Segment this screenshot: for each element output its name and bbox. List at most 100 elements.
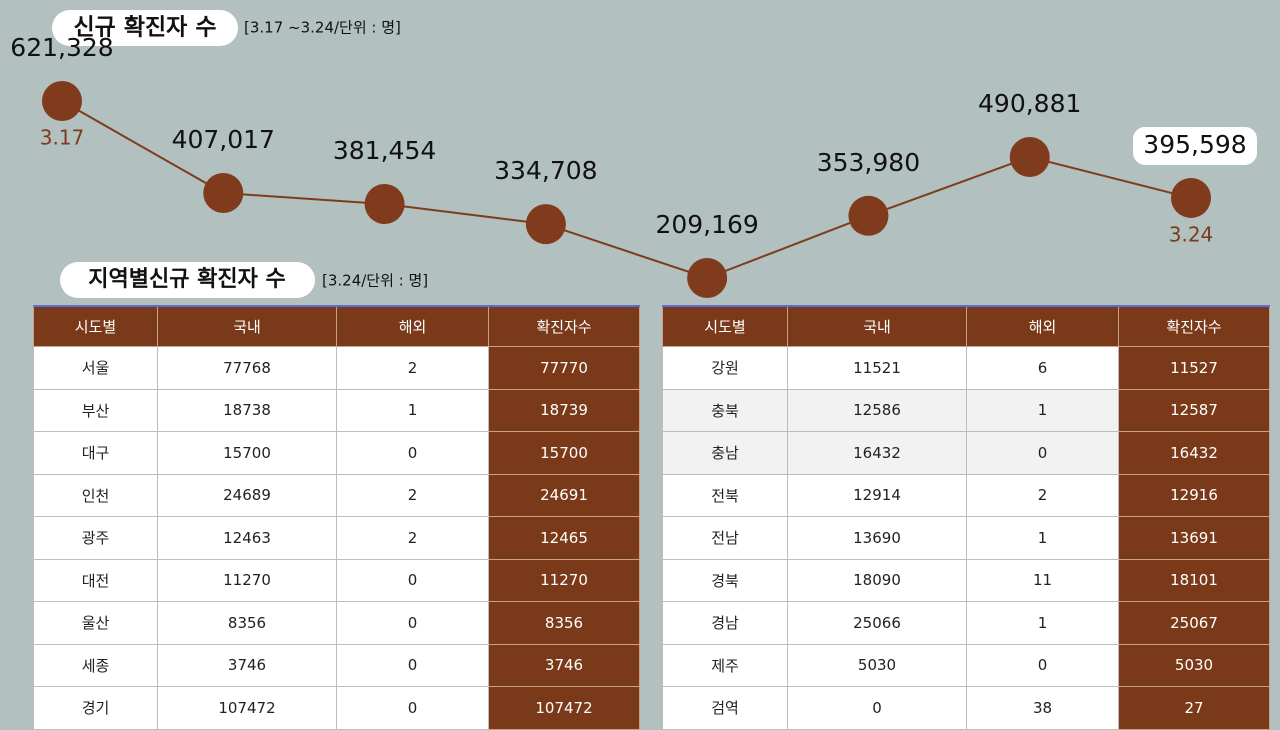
value-label: 353,980 [817, 148, 920, 177]
column-header: 국내 [157, 305, 337, 347]
region-table: 시도별 국내 해외 확진자수 서울 77768 2 77770 부산 18738 1 18739 대구 1… [33, 305, 640, 730]
cell: 12465 [488, 516, 640, 560]
cell: 18090 [787, 558, 967, 602]
value-label: 395,598 [1143, 130, 1246, 159]
x-label: 3.17 [40, 126, 85, 150]
cell: 8356 [488, 601, 640, 645]
cell: 3746 [157, 643, 337, 687]
cell: 18101 [1118, 558, 1270, 602]
cell: 3746 [488, 643, 640, 687]
cell: 1 [966, 388, 1119, 432]
section-pill [60, 262, 315, 298]
column-header: 시도별 [662, 305, 788, 347]
point [42, 81, 82, 121]
line [61, 100, 1192, 280]
region-name: 충북 [662, 388, 788, 432]
cell: 38 [966, 686, 1119, 730]
cell: 12914 [787, 473, 967, 517]
cell: 107472 [157, 686, 337, 730]
cell: 2 [336, 516, 489, 560]
region-name: 울산 [33, 601, 158, 645]
cell: 24689 [157, 473, 337, 517]
value-label: 621,328 [10, 33, 113, 62]
region-name: 부산 [33, 388, 158, 432]
cell: 8356 [157, 601, 337, 645]
cell: 13690 [787, 516, 967, 560]
cell: 11270 [488, 558, 640, 602]
title-pill [52, 10, 238, 46]
chart-subtitle: [3.17 ~3.24/단위 : 명] [244, 19, 401, 37]
section-title: 지역별신규 확진자 수 [88, 267, 285, 292]
region-name: 경북 [662, 558, 788, 602]
cell: 5030 [1118, 643, 1270, 687]
cell: 0 [336, 686, 489, 730]
cell: 27 [1118, 686, 1270, 730]
point [1171, 177, 1211, 218]
cell: 11 [966, 558, 1119, 602]
cell: 0 [787, 686, 967, 730]
cell: 107472 [488, 686, 640, 730]
cell: 2 [336, 346, 489, 390]
cell: 0 [336, 431, 489, 475]
label-pill [1133, 126, 1257, 165]
cell: 12463 [157, 516, 337, 560]
cell: 16432 [787, 431, 967, 475]
cell: 1 [336, 388, 489, 432]
cell: 12916 [1118, 473, 1270, 517]
region-name: 대전 [33, 558, 158, 602]
region-name: 검역 [662, 686, 788, 730]
cell: 18738 [157, 388, 337, 432]
cell: 11270 [157, 558, 337, 602]
cell: 77770 [488, 346, 640, 390]
region-name: 대구 [33, 431, 158, 475]
chart-title: 신규 확진자 수 [74, 15, 217, 41]
value-label: 334,708 [494, 156, 597, 185]
point [203, 173, 244, 214]
cell: 16432 [1118, 431, 1270, 475]
cell: 11521 [787, 346, 967, 390]
cell: 77768 [157, 346, 337, 390]
value-label: 209,169 [655, 210, 758, 239]
cell: 18739 [488, 388, 640, 432]
cell: 1 [966, 601, 1119, 645]
region-name: 세종 [33, 643, 158, 687]
cell: 0 [966, 643, 1119, 687]
cell: 0 [966, 431, 1119, 475]
cell: 0 [336, 643, 489, 687]
value-label: 490,881 [978, 89, 1081, 118]
x-label: 3.24 [1169, 222, 1214, 246]
cell: 5030 [787, 643, 967, 687]
section-subtitle: [3.24/단위 : 명] [322, 272, 428, 290]
cell: 13691 [1118, 516, 1270, 560]
column-header: 확진자수 [1118, 305, 1270, 347]
column-header: 국내 [787, 305, 967, 347]
region-name: 전남 [662, 516, 788, 560]
region-name: 제주 [662, 643, 788, 687]
cell: 12586 [787, 388, 967, 432]
point [687, 258, 728, 298]
cell: 2 [966, 473, 1119, 517]
region-name: 경기 [33, 686, 158, 730]
region-name: 충남 [662, 431, 788, 475]
point [364, 184, 405, 225]
column-header: 확진자수 [488, 305, 640, 347]
value-label: 407,017 [172, 125, 275, 154]
cell: 11527 [1118, 346, 1270, 390]
region-name: 강원 [662, 346, 788, 390]
cell: 0 [336, 558, 489, 602]
region-name: 광주 [33, 516, 158, 560]
cell: 6 [966, 346, 1119, 390]
region-name: 서울 [33, 346, 158, 390]
column-header: 해외 [336, 305, 489, 347]
column-header: 해외 [966, 305, 1119, 347]
value-label: 381,454 [333, 136, 436, 165]
cell: 15700 [488, 431, 640, 475]
cell: 25067 [1118, 601, 1270, 645]
cell: 24691 [488, 473, 640, 517]
column-header: 시도별 [33, 305, 158, 347]
point [848, 195, 889, 236]
region-name: 경남 [662, 601, 788, 645]
cell: 12587 [1118, 388, 1270, 432]
